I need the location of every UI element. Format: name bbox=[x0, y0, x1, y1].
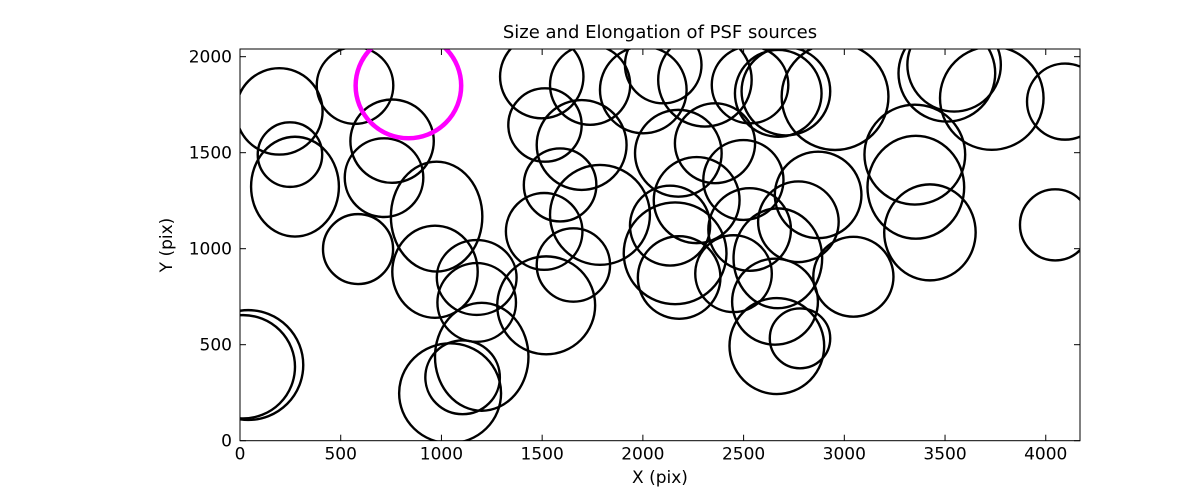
ellipse-layer bbox=[240, 49, 1080, 441]
psf-source-ellipse bbox=[768, 307, 832, 370]
psf-source-ellipse bbox=[938, 49, 1045, 151]
psf-source-ellipse bbox=[628, 184, 712, 267]
tick-label-layer: 0 500 1000 1500 2000 2500 3000 3500 4000 0 500 1000… bbox=[189, 48, 1068, 465]
axes-frame bbox=[239, 48, 1081, 442]
psf-source-ellipse bbox=[657, 49, 753, 128]
psf-source-ellipse bbox=[256, 121, 324, 189]
psf-source-ellipse bbox=[812, 235, 895, 318]
psf-source-ellipse bbox=[673, 102, 757, 185]
x-tick-label: 3500 bbox=[923, 445, 966, 465]
y-tick-label: 500 bbox=[200, 336, 232, 356]
x-tick-label: 3000 bbox=[823, 445, 866, 465]
psf-source-ellipse bbox=[906, 49, 1003, 113]
psf-source-ellipse bbox=[780, 49, 890, 152]
psf-source-ellipse bbox=[866, 134, 966, 240]
psf-source-ellipse bbox=[435, 238, 518, 317]
psf-source-ellipse bbox=[249, 135, 341, 238]
chart-title: Size and Elongation of PSF sources bbox=[503, 22, 817, 43]
y-tick-label: 1500 bbox=[189, 144, 232, 164]
psf-source-ellipse bbox=[535, 98, 628, 192]
x-tick-label: 2500 bbox=[722, 445, 765, 465]
psf-source-ellipse bbox=[240, 67, 324, 156]
psf-source-ellipse bbox=[397, 342, 503, 441]
x-axis-label: X (pix) bbox=[632, 468, 688, 488]
psf-source-ellipse bbox=[496, 255, 597, 356]
psf-source-ellipse bbox=[1025, 62, 1080, 141]
psf-source-ellipse bbox=[522, 147, 598, 223]
psf-source-ellipse bbox=[504, 191, 584, 272]
psf-source-ellipse bbox=[897, 49, 997, 123]
psf-source-ellipse bbox=[548, 163, 652, 267]
psf-source-ellipse bbox=[883, 183, 977, 282]
psf-source-ellipse bbox=[1018, 188, 1080, 262]
psf-source-ellipse bbox=[733, 49, 823, 138]
psf-source-ellipse bbox=[349, 98, 435, 185]
x-tick-label: 2000 bbox=[621, 445, 664, 465]
psf-source-ellipse bbox=[633, 108, 723, 198]
psf-source-ellipse bbox=[321, 212, 395, 286]
psf-source-ellipse bbox=[424, 339, 502, 416]
psf-source-ellipse bbox=[622, 201, 728, 306]
psf-source-ellipse bbox=[433, 301, 530, 412]
psf-source-ellipse bbox=[548, 49, 632, 127]
psf-source-ellipse bbox=[710, 49, 790, 125]
x-tick-label: 500 bbox=[324, 445, 356, 465]
psf-source-ellipse bbox=[240, 308, 305, 422]
x-tick-label: 0 bbox=[235, 445, 246, 465]
psf-source-ellipse bbox=[343, 137, 425, 219]
psf-source-ellipse bbox=[740, 49, 832, 137]
psf-source-ellipse bbox=[535, 227, 612, 303]
y-tick-label: 2000 bbox=[189, 48, 232, 68]
psf-source-ellipse bbox=[636, 235, 722, 320]
psf-source-ellipse bbox=[702, 138, 785, 222]
psf-source-ellipse bbox=[507, 87, 583, 163]
psf-source-ellipse bbox=[728, 296, 826, 396]
psf-source-ellipse bbox=[863, 103, 967, 206]
x-tick-label: 1500 bbox=[521, 445, 564, 465]
psf-source-ellipse bbox=[389, 160, 484, 273]
tick-layer bbox=[239, 49, 1080, 442]
psf-source-ellipse bbox=[391, 224, 479, 320]
x-tick-label: 1000 bbox=[420, 445, 463, 465]
psf-source-ellipse bbox=[730, 257, 820, 346]
y-axis-label: Y (pix) bbox=[157, 218, 177, 274]
y-tick-label: 1000 bbox=[189, 240, 232, 260]
psf-source-ellipse bbox=[652, 155, 741, 245]
psf-highlight-ellipse bbox=[353, 49, 464, 141]
psf-source-ellipse bbox=[498, 49, 585, 120]
psf-source-ellipse bbox=[598, 49, 688, 135]
psf-source-ellipse bbox=[773, 150, 863, 240]
y-tick-label: 0 bbox=[221, 432, 232, 452]
x-tick-label: 4000 bbox=[1024, 445, 1067, 465]
psf-source-ellipse bbox=[756, 180, 840, 264]
psf-source-ellipse bbox=[240, 313, 297, 420]
